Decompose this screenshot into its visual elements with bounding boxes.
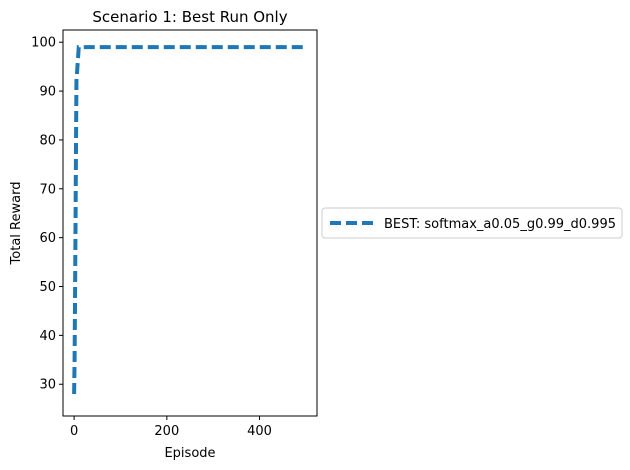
series-line (72, 45, 306, 395)
x-axis-label: Episode (164, 446, 215, 461)
y-tick-label: 100 (31, 36, 56, 51)
x-tick-label: 200 (154, 424, 179, 439)
plot-frame (62, 29, 318, 417)
y-tick-label: 70 (39, 182, 56, 197)
x-axis-ticks: 0 200 400 (70, 416, 272, 439)
legend-box (321, 207, 623, 239)
x-tick-label: 400 (247, 424, 272, 439)
y-axis-ticks: 30 40 50 60 70 80 90 100 (31, 36, 63, 393)
legend: BEST: softmax_a0.05_g0.99_d0.995 (321, 207, 623, 239)
y-tick-label: 60 (39, 231, 56, 246)
plot-area (62, 29, 318, 417)
y-tick-label: 30 (39, 378, 56, 393)
chart-title: Scenario 1: Best Run Only (92, 8, 287, 26)
legend-label: BEST: softmax_a0.05_g0.99_d0.995 (384, 217, 616, 232)
y-tick-label: 50 (39, 280, 56, 295)
y-tick-label: 40 (39, 329, 56, 344)
y-tick-label: 90 (39, 85, 56, 100)
y-axis-label: Total Reward (9, 182, 24, 266)
x-tick-label: 0 (70, 424, 78, 439)
y-tick-label: 80 (39, 133, 56, 148)
